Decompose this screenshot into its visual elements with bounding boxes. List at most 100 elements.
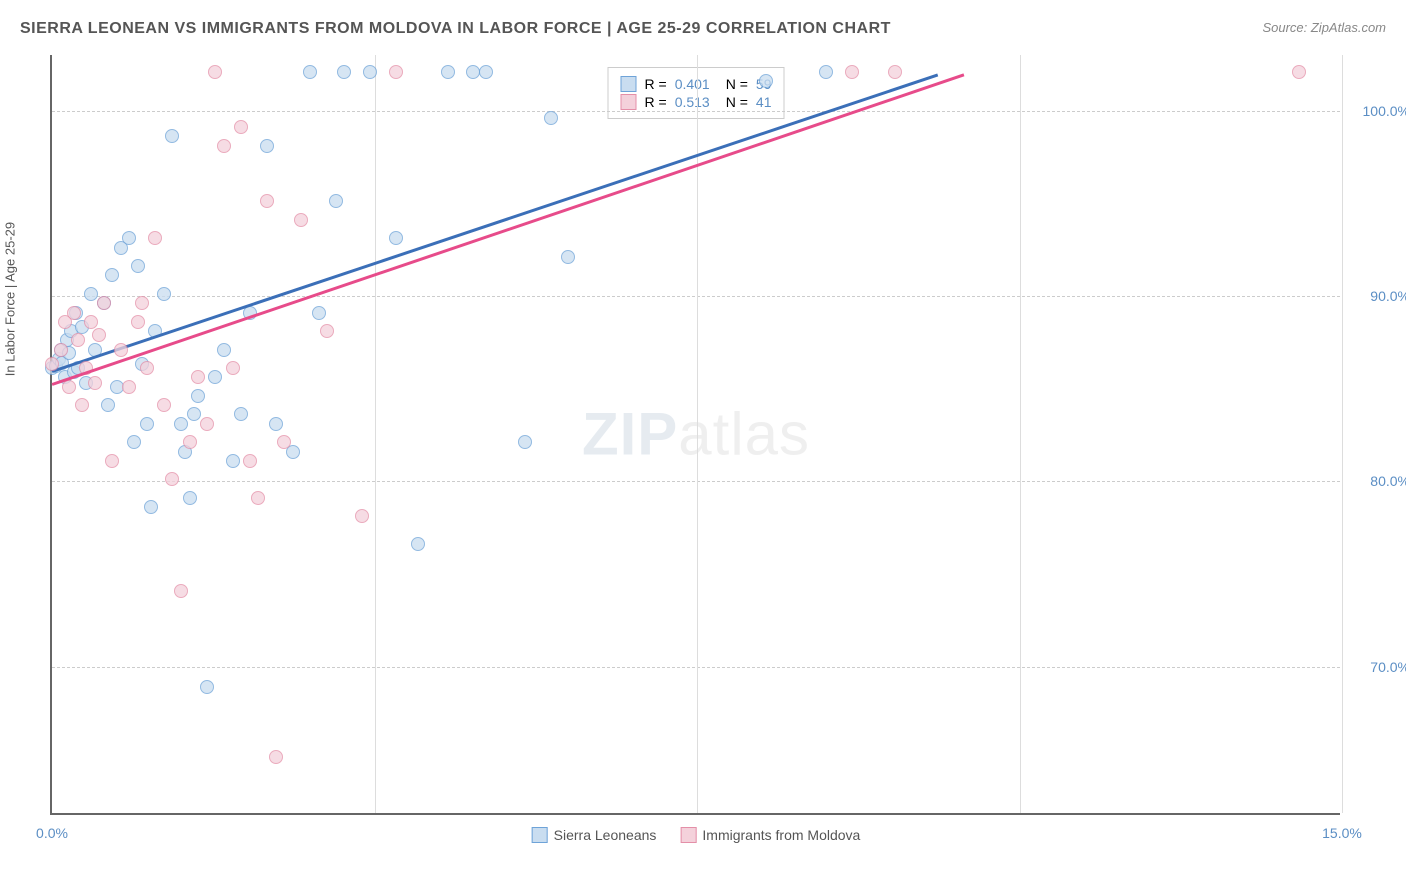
chart-title: SIERRA LEONEAN VS IMMIGRANTS FROM MOLDOV… [20, 20, 891, 38]
scatter-point [260, 139, 274, 153]
grid-line-v [375, 55, 376, 813]
x-tick-label: 0.0% [36, 825, 68, 841]
scatter-plot-area: ZIPatlas R = 0.401 N = 59 R = 0.513 N = … [50, 55, 1340, 815]
legend-item-1: Immigrants from Moldova [680, 827, 860, 843]
scatter-point [122, 380, 136, 394]
scatter-point [269, 750, 283, 764]
scatter-point [329, 194, 343, 208]
scatter-point [243, 454, 257, 468]
scatter-point [183, 435, 197, 449]
scatter-point [71, 333, 85, 347]
scatter-point [217, 139, 231, 153]
y-tick-label: 70.0% [1350, 659, 1406, 675]
scatter-point [114, 343, 128, 357]
scatter-point [140, 361, 154, 375]
scatter-point [75, 398, 89, 412]
scatter-point [389, 231, 403, 245]
scatter-point [105, 268, 119, 282]
scatter-point [1292, 65, 1306, 79]
grid-line-h [52, 296, 1340, 297]
grid-line-v [697, 55, 698, 813]
scatter-point [208, 65, 222, 79]
scatter-point [294, 213, 308, 227]
scatter-point [127, 435, 141, 449]
scatter-point [200, 417, 214, 431]
source-attribution: Source: ZipAtlas.com [1262, 20, 1386, 35]
scatter-point [269, 417, 283, 431]
swatch-series-0 [621, 76, 637, 92]
scatter-point [122, 231, 136, 245]
scatter-point [101, 398, 115, 412]
scatter-point [389, 65, 403, 79]
grid-line-v [1342, 55, 1343, 813]
scatter-point [157, 398, 171, 412]
scatter-point [544, 111, 558, 125]
scatter-point [845, 65, 859, 79]
scatter-point [144, 500, 158, 514]
scatter-point [191, 389, 205, 403]
scatter-point [174, 417, 188, 431]
x-tick-label: 15.0% [1322, 825, 1362, 841]
legend-item-0: Sierra Leoneans [532, 827, 657, 843]
scatter-point [234, 120, 248, 134]
scatter-point [92, 328, 106, 342]
scatter-point [140, 417, 154, 431]
scatter-point [518, 435, 532, 449]
swatch-bottom-0 [532, 827, 548, 843]
scatter-point [303, 65, 317, 79]
scatter-point [165, 129, 179, 143]
scatter-point [441, 65, 455, 79]
scatter-point [363, 65, 377, 79]
legend-row-series-0: R = 0.401 N = 59 [621, 76, 772, 92]
scatter-point [135, 296, 149, 310]
scatter-point [191, 370, 205, 384]
scatter-point [165, 472, 179, 486]
scatter-point [226, 361, 240, 375]
grid-line-v [1020, 55, 1021, 813]
grid-line-h [52, 667, 1340, 668]
series-legend: Sierra Leoneans Immigrants from Moldova [532, 827, 861, 843]
scatter-point [337, 65, 351, 79]
scatter-point [131, 259, 145, 273]
scatter-point [312, 306, 326, 320]
scatter-point [277, 435, 291, 449]
scatter-point [174, 584, 188, 598]
grid-line-h [52, 111, 1340, 112]
legend-row-series-1: R = 0.513 N = 41 [621, 94, 772, 110]
scatter-point [97, 296, 111, 310]
scatter-point [355, 509, 369, 523]
scatter-point [819, 65, 833, 79]
scatter-point [320, 324, 334, 338]
trend-line-series-0 [52, 74, 939, 373]
scatter-point [187, 407, 201, 421]
y-tick-label: 100.0% [1350, 103, 1406, 119]
watermark: ZIPatlas [582, 400, 810, 469]
scatter-point [759, 74, 773, 88]
scatter-point [157, 287, 171, 301]
scatter-point [110, 380, 124, 394]
scatter-point [67, 306, 81, 320]
scatter-point [131, 315, 145, 329]
scatter-point [105, 454, 119, 468]
swatch-series-1 [621, 94, 637, 110]
grid-line-h [52, 481, 1340, 482]
scatter-point [88, 376, 102, 390]
scatter-point [561, 250, 575, 264]
scatter-point [226, 454, 240, 468]
r-value-1: 0.513 [675, 94, 710, 110]
n-value-1: 41 [756, 94, 772, 110]
y-tick-label: 80.0% [1350, 473, 1406, 489]
scatter-point [45, 357, 59, 371]
scatter-point [479, 65, 493, 79]
scatter-point [62, 380, 76, 394]
scatter-point [234, 407, 248, 421]
scatter-point [208, 370, 222, 384]
scatter-point [84, 287, 98, 301]
scatter-point [84, 315, 98, 329]
swatch-bottom-1 [680, 827, 696, 843]
scatter-point [251, 491, 265, 505]
y-tick-label: 90.0% [1350, 288, 1406, 304]
scatter-point [466, 65, 480, 79]
scatter-point [888, 65, 902, 79]
scatter-point [260, 194, 274, 208]
